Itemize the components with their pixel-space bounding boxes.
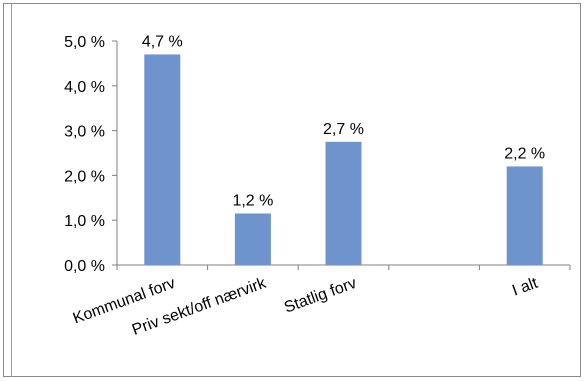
y-tick-label: 0,0 % (64, 258, 105, 275)
data-label: 2,2 % (504, 145, 545, 162)
category-label: I alt (510, 275, 541, 300)
y-tick-label: 3,0 % (64, 124, 105, 141)
y-tick-label: 4,0 % (64, 79, 105, 96)
bar (506, 166, 543, 265)
category-label: Statlig forv (282, 275, 359, 317)
data-label: 2,7 % (323, 121, 364, 138)
data-label: 4,7 % (142, 33, 183, 50)
bar (144, 54, 181, 265)
chart-inner-border (11, 3, 581, 377)
y-tick-label: 1,0 % (64, 213, 105, 230)
bar (325, 141, 362, 265)
bar (234, 213, 271, 265)
y-tick-label: 2,0 % (64, 168, 105, 185)
y-tick-label: 5,0 % (64, 34, 105, 51)
data-label: 1,2 % (232, 192, 273, 209)
chart-frame (3, 3, 581, 377)
